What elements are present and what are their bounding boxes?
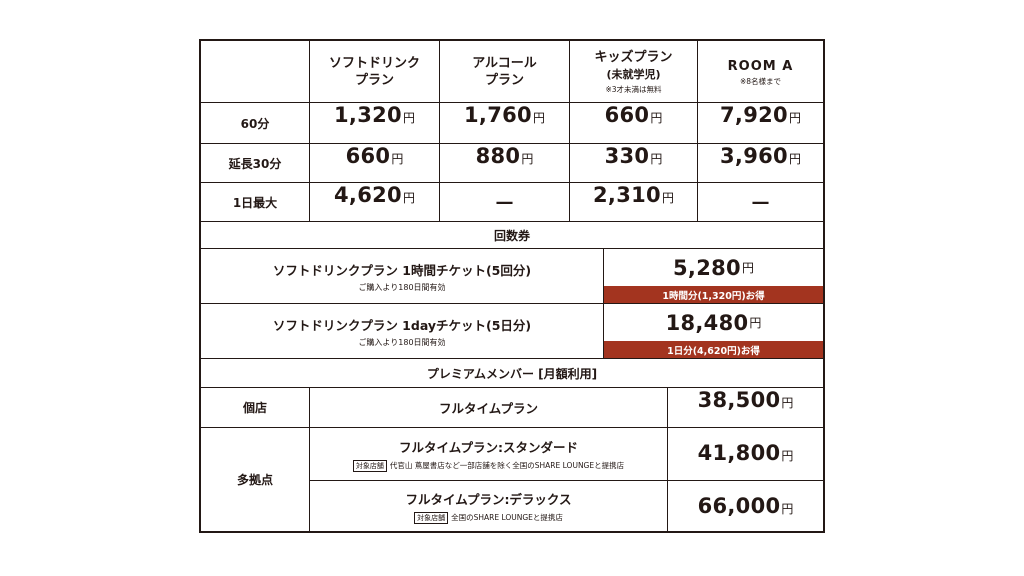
plan-deluxe: フルタイムプラン:デラックス 対象店舗 全国のSHARE LOUNGEと提携店 [309,480,667,531]
section-title: 回数券 [493,228,530,243]
header-note: ※8名様まで [739,76,782,86]
price-value: 66,000 [697,494,781,518]
yen-unit: 円 [532,111,545,125]
price-deluxe: 66,000 円 [667,480,823,531]
yen-unit: 円 [650,111,663,125]
yen-unit: 円 [781,449,794,463]
member-rows-multi: 多拠点 フルタイムプラン:スタンダード 対象店舗 代官山 蔦屋書店など一部店舗を除… [201,427,823,531]
price-value: 1,760 [464,103,532,127]
yen-unit: 円 [521,152,534,166]
price-value: 7,920 [720,103,788,127]
yen-unit: 円 [391,152,404,166]
price-value: 880 [475,144,521,168]
store-tag: 対象店舗 [414,511,449,524]
yen-unit: 円 [402,111,415,125]
yen-unit: 円 [741,261,754,275]
not-available-dash: — [751,191,770,213]
yen-unit: 円 [650,152,663,166]
members-section-header: プレミアムメンバー [月額利用] [201,358,823,387]
price-value: 41,800 [697,441,781,465]
price-value: 5,280 [673,255,741,280]
price-value: 18,480 [665,310,749,335]
yen-unit: 円 [402,191,415,205]
row-label: 延長30分 [228,156,282,171]
header-soft-drink: ソフトドリンク プラン [309,41,439,102]
store-list: 全国のSHARE LOUNGEと提携店 [451,513,563,522]
row-label: 60分 [240,116,270,131]
price-table: ソフトドリンク プラン アルコール プラン キッズプラン (未就学児) ※3才未… [199,39,825,533]
header-note: ※3才未満は無料 [605,85,662,94]
ticket-row-daily: ソフトドリンクプラン 1dayチケット(5日分) ご購入より180日間有効 18… [201,303,823,358]
ticket-title: ソフトドリンクプラン 1時間チケット(5回分) [272,262,532,278]
ticket-price-cell: 18,480 円 1日分(4,620円)お得 [603,304,823,358]
price-standard: 41,800 円 [667,428,823,480]
header-line2: プラン [354,72,394,88]
price-value: 4,620 [334,183,402,207]
deal-badge: 1時間分(1,320円)お得 [604,286,823,303]
price-value: 2,310 [593,183,661,207]
ticket-price-cell: 5,280 円 1時間分(1,320円)お得 [603,249,823,303]
ticket-row-hourly: ソフトドリンクプラン 1時間チケット(5回分) ご購入より180日間有効 5,2… [201,248,823,303]
price-value: 38,500 [697,388,781,412]
yen-unit: 円 [661,191,674,205]
ticket-validity: ご購入より180日間有効 [358,282,446,292]
plan-name: フルタイムプラン:スタンダード [399,439,578,455]
row-label: 1日最大 [232,195,278,210]
header-line1: ソフトドリンク [328,55,420,71]
store-list: 代官山 蔦屋書店など一部店舗を除く全国のSHARE LOUNGEと提携店 [389,461,625,470]
ticket-description: ソフトドリンクプラン 1時間チケット(5回分) ご購入より180日間有効 [201,249,603,303]
yen-unit: 円 [781,502,794,516]
header-room-a: ROOM A ※8名様まで [697,41,823,102]
header-kids: キッズプラン (未就学児) ※3才未満は無料 [569,41,697,102]
member-row-single: 個店 フルタイムプラン 38,500 円 [201,387,823,427]
ticket-title: ソフトドリンクプラン 1dayチケット(5日分) [272,317,532,333]
header-line2: (未就学児) [606,68,661,81]
row-label: 個店 [242,401,267,415]
header-line1: アルコール [472,55,537,71]
header-line1: ROOM A [727,58,794,74]
header-line1: キッズプラン [594,50,673,65]
ticket-description: ソフトドリンクプラン 1dayチケット(5日分) ご購入より180日間有効 [201,304,603,358]
yen-unit: 円 [788,152,801,166]
ticket-validity: ご購入より180日間有効 [358,337,446,347]
tickets-section-header: 回数券 [201,221,823,248]
yen-unit: 円 [749,316,762,330]
corner-cell [201,41,309,102]
not-available-dash: — [495,191,514,213]
section-title: プレミアムメンバー [月額利用] [426,366,598,381]
price-value: 3,960 [720,144,788,168]
price-value: 660 [345,144,391,168]
price-row-extension: 延長30分 660 円 880 円 330 円 3,960 円 [201,143,823,182]
plan-name: フルタイムプラン [438,401,538,416]
plan-name: フルタイムプラン:デラックス [405,491,572,507]
yen-unit: 円 [788,111,801,125]
price-row-day-max: 1日最大 4,620 円 — 2,310 円 — [201,182,823,221]
header-alcohol: アルコール プラン [439,41,569,102]
price-value: 330 [604,144,650,168]
store-tag: 対象店舗 [352,459,387,472]
price-value: 660 [604,103,650,127]
price-value: 1,320 [334,103,402,127]
deal-badge: 1日分(4,620円)お得 [604,341,823,358]
price-row-60min: 60分 1,320 円 1,760 円 660 円 7,920 円 [201,102,823,143]
header-row: ソフトドリンク プラン アルコール プラン キッズプラン (未就学児) ※3才未… [201,41,823,102]
header-line2: プラン [484,72,524,88]
row-label: 多拠点 [236,473,273,487]
yen-unit: 円 [781,396,794,410]
plan-standard: フルタイムプラン:スタンダード 対象店舗 代官山 蔦屋書店など一部店舗を除く全国の… [309,428,667,480]
